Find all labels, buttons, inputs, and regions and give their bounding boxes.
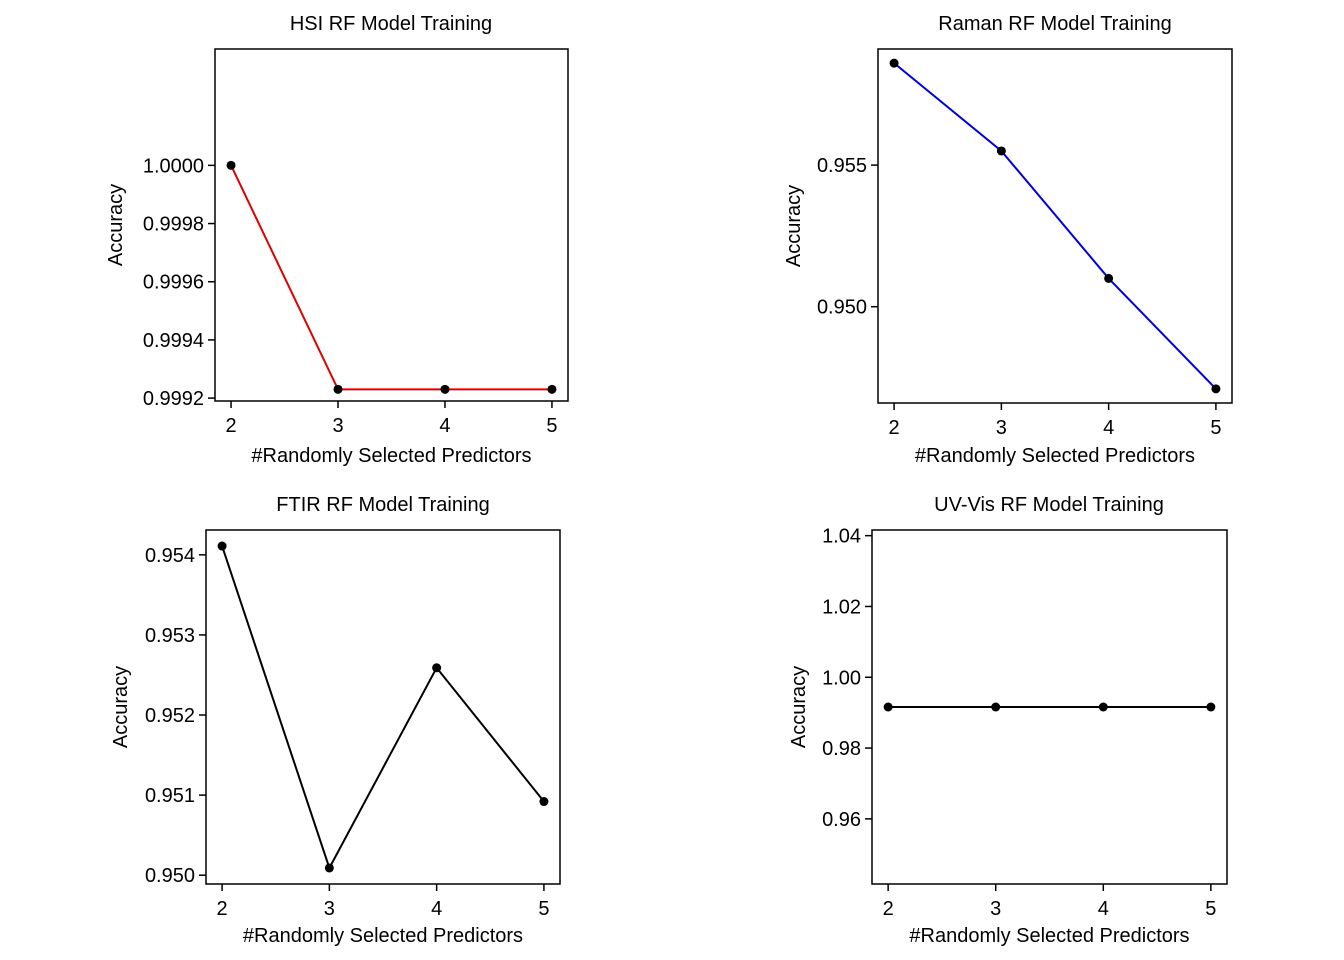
x-tick-label: 2 xyxy=(883,898,894,920)
x-axis-label: #Randomly Selected Predictors xyxy=(915,445,1195,467)
x-tick-label: 4 xyxy=(439,415,450,437)
y-tick-label: 0.9994 xyxy=(143,330,204,352)
x-tick-label: 5 xyxy=(1205,898,1216,920)
series-line xyxy=(221,545,545,871)
y-tick-label: 0.9996 xyxy=(143,272,204,294)
x-axis-label: #Randomly Selected Predictors xyxy=(251,445,531,467)
panel-hsi: HSI RF Model Training 1.0000 0.9998 0.9996 0… xyxy=(105,13,569,467)
y-tick-label: 0.9998 xyxy=(143,214,204,236)
x-tick-label: 2 xyxy=(217,898,228,920)
data-point xyxy=(432,663,442,673)
data-point xyxy=(1104,273,1114,283)
y-tick-label: 0.953 xyxy=(145,625,195,647)
data-point xyxy=(1211,384,1221,394)
y-tick-label: 0.9992 xyxy=(143,388,204,410)
y-tick-label: 0.955 xyxy=(817,155,867,177)
data-point xyxy=(217,541,227,551)
y-tick-label: 0.950 xyxy=(145,865,195,887)
x-tick-label: 4 xyxy=(1103,417,1114,439)
y-tick-label: 0.98 xyxy=(822,738,861,760)
data-point xyxy=(226,160,236,170)
plot-frame xyxy=(877,48,1233,404)
y-axis-label: Accuracy xyxy=(105,184,127,266)
data-point xyxy=(883,702,893,712)
chart-title: Raman RF Model Training xyxy=(938,13,1171,35)
plot-frame xyxy=(871,529,1228,885)
x-tick-label: 2 xyxy=(889,417,900,439)
y-tick-label: 0.96 xyxy=(822,809,861,831)
chart-title: UV-Vis RF Model Training xyxy=(934,494,1164,516)
data-point xyxy=(996,146,1006,156)
panel-ftir: FTIR RF Model Training 0.954 0.953 0.952 0.9… xyxy=(110,494,561,947)
plot-frame xyxy=(214,48,569,402)
y-tick-label: 0.954 xyxy=(145,545,195,567)
x-axis-label: #Randomly Selected Predictors xyxy=(243,925,523,947)
data-point xyxy=(547,384,557,394)
y-tick-label: 1.02 xyxy=(822,596,861,618)
x-tick-label: 5 xyxy=(1210,417,1221,439)
y-tick-label: 0.950 xyxy=(817,297,867,319)
data-point xyxy=(991,702,1001,712)
panel-raman: Raman RF Model Training 0.955 0.950 2 3 4 5 #Ra… xyxy=(783,13,1233,467)
x-tick-label: 2 xyxy=(225,415,236,437)
data-point xyxy=(539,797,549,807)
y-tick-label: 0.952 xyxy=(145,705,195,727)
x-tick-label: 3 xyxy=(324,898,335,920)
x-axis-label: #Randomly Selected Predictors xyxy=(909,925,1189,947)
plot-frame xyxy=(205,529,561,885)
y-tick-label: 1.00 xyxy=(822,667,861,689)
y-tick-label: 1.04 xyxy=(822,526,861,548)
chart-title: HSI RF Model Training xyxy=(290,13,492,35)
data-point xyxy=(440,384,450,394)
series-line xyxy=(230,164,552,391)
data-point xyxy=(324,863,334,873)
data-point xyxy=(889,58,899,68)
data-point xyxy=(1098,702,1108,712)
x-tick-label: 3 xyxy=(996,417,1007,439)
y-axis-label: Accuracy xyxy=(788,666,810,748)
x-tick-label: 4 xyxy=(1098,898,1109,920)
x-tick-label: 5 xyxy=(538,898,549,920)
x-tick-label: 5 xyxy=(546,415,557,437)
x-tick-label: 3 xyxy=(332,415,343,437)
y-axis-label: Accuracy xyxy=(783,185,805,267)
series-line xyxy=(893,62,1217,390)
y-axis-label: Accuracy xyxy=(110,666,132,748)
chart-title: FTIR RF Model Training xyxy=(276,494,489,516)
x-tick-label: 3 xyxy=(990,898,1001,920)
y-tick-label: 0.951 xyxy=(145,785,195,807)
y-tick-label: 1.0000 xyxy=(143,155,204,177)
x-tick-label: 4 xyxy=(431,898,442,920)
data-point xyxy=(1206,702,1216,712)
data-point xyxy=(333,384,343,394)
panel-uv-vis: UV-Vis RF Model Training 1.04 1.02 1.00 0.98… xyxy=(788,494,1228,947)
